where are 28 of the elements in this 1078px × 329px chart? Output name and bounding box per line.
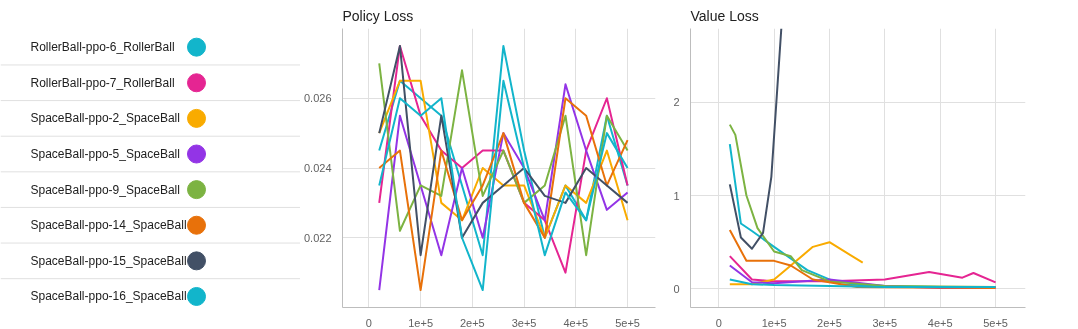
x-tick-label: 5e+5 bbox=[983, 316, 1008, 329]
y-tick-label: 0 bbox=[673, 282, 680, 295]
y-tick-label: 0.024 bbox=[303, 162, 332, 174]
y-tick-label: 1 bbox=[673, 189, 680, 202]
x-tick-label: 4e+5 bbox=[563, 316, 589, 329]
x-tick-label: 5e+5 bbox=[615, 316, 640, 329]
x-tick-label: 0 bbox=[715, 316, 722, 329]
x-tick-label: 0 bbox=[365, 316, 372, 329]
x-tick-label: 1e+5 bbox=[408, 316, 434, 329]
legend-label: RollerBall-ppo-7_RollerBall bbox=[30, 75, 175, 90]
chart-title: Policy Loss bbox=[342, 7, 414, 24]
y-tick-label: 2 bbox=[673, 96, 680, 109]
legend-label: SpaceBall-ppo-9_SpaceBall bbox=[30, 182, 180, 197]
chart-title: Value Loss bbox=[690, 7, 759, 24]
legend-label: SpaceBall-ppo-5_SpaceBall bbox=[30, 147, 180, 162]
x-tick-label: 1e+5 bbox=[761, 316, 787, 329]
x-tick-label: 3e+5 bbox=[511, 316, 537, 329]
x-tick-label: 3e+5 bbox=[872, 316, 898, 329]
legend-label: SpaceBall-ppo-15_SpaceBall bbox=[30, 253, 187, 268]
legend-label: RollerBall-ppo-6_RollerBall bbox=[30, 40, 175, 55]
legend-label: SpaceBall-ppo-2_SpaceBall bbox=[30, 111, 180, 126]
legend-label: SpaceBall-ppo-16_SpaceBall bbox=[30, 289, 187, 304]
x-tick-label: 2e+5 bbox=[817, 316, 842, 329]
x-tick-label: 2e+5 bbox=[459, 316, 485, 329]
legend-label: SpaceBall-ppo-14_SpaceBall bbox=[30, 218, 187, 233]
x-tick-label: 4e+5 bbox=[927, 316, 953, 329]
y-tick-label: 0.026 bbox=[303, 92, 332, 105]
y-tick-label: 0.022 bbox=[303, 231, 332, 244]
